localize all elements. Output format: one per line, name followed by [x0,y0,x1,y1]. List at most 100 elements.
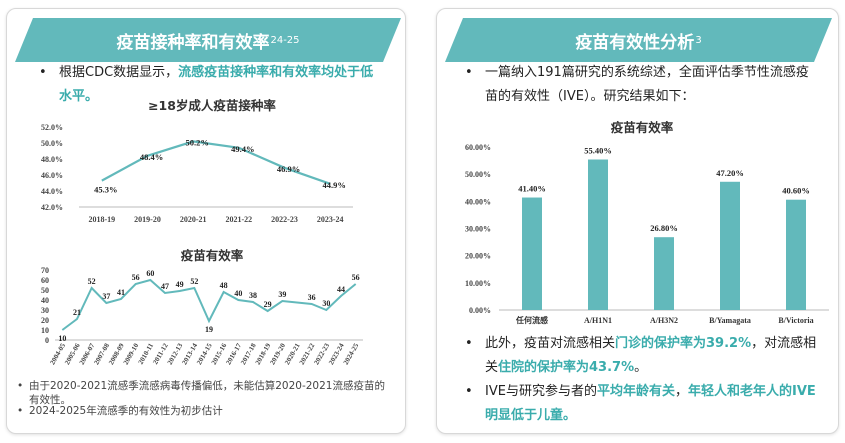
bullet-dot: • [465,384,473,399]
bar-value-label: 40.60% [782,186,810,196]
bar-b-victoria [786,199,806,310]
y-tick-label: 52.0% [41,123,63,132]
x-tick-label: B/Victoria [778,316,813,325]
note-2-text: 2024-2025年流感季的有效性为初步估计 [29,405,223,417]
x-tick-label: 2021-22 [225,215,252,224]
data-label: 52 [88,277,96,286]
age-text-c: ， [674,384,688,399]
bar-value-label: 47.20% [716,168,744,178]
y-tick-label: 70 [41,266,49,275]
data-label: 49.4% [231,144,254,154]
data-label: 48 [220,281,228,290]
effectiveness-line [61,278,357,331]
age-highlight-2: 年轻人和老年人的IVE明显低于儿童。 [485,384,816,423]
data-label: 21 [73,308,81,317]
bar-a-h3n2 [654,237,674,310]
data-label: 56 [352,273,360,282]
vaccination-rate-line [101,140,331,185]
effectiveness-panel-ref: 3 [695,34,702,46]
y-tick-label: 50 [41,286,49,295]
data-label: 50.2% [185,137,208,147]
note-1: • 由于2020-2021流感季流感病毒传播偏低，未能估算2020-2021流感… [17,379,389,407]
data-label: 36 [308,293,316,302]
vaccine-effectiveness-chart: 7060504030201002004-052005-062006-072007… [41,266,363,367]
y-tick-label: 20 [41,316,49,325]
x-tick-label: 2018-19 [88,215,115,224]
strain-effectiveness-chart-title: 疫苗有效率 [610,120,674,135]
y-tick-label: 50.00% [465,170,491,179]
y-tick-label: 46.0% [41,171,63,180]
data-label: 39 [278,290,286,299]
y-tick-label: 0.00% [469,306,491,315]
review-bullet: • 一篇纳入191篇研究的系统综述，全面评估季节性流感疫苗的有效性（IVE）。研… [465,61,815,109]
y-tick-label: 40 [41,296,49,305]
bullet-dot: • [465,65,473,80]
review-bullet-text: 一篇纳入191篇研究的系统综述，全面评估季节性流感疫苗的有效性（IVE）。研究结… [485,65,809,104]
y-tick-label: 40.00% [465,197,491,206]
cdc-bullet-prefix: 根据CDC数据显示， [59,65,179,80]
data-label: 48.4% [140,152,163,162]
age-bullet: • IVE与研究参与者的平均年龄有关，年轻人和老年人的IVE明显低于儿童。 [465,380,823,428]
protection-text-a: 此外，疫苗对流感相关 [485,336,616,351]
hospital-protection-highlight: 住院的保护率为43.7% [498,360,635,375]
adult-vaccination-rate-chart: 52.0% 50.0% 48.0% 46.0% 44.0% 42.0% 2018-19 201… [41,123,353,224]
age-text-a: IVE与研究参与者的 [485,384,597,399]
y-tick-label: 10 [41,326,49,335]
outpatient-protection-highlight: 门诊的保护率为39.2% [615,336,752,351]
adult-vaccination-chart-title: ≥18岁成人疫苗接种率 [148,98,276,113]
strain-effectiveness-bar-chart: 60.00% 50.00% 40.00% 30.00% 20.00% 10.00% 0.00… [465,143,829,325]
vaccination-panel-title: 疫苗接种率和有效率 [116,32,270,53]
x-tick-label: A/H3N2 [650,316,678,325]
vaccination-panel-header: 疫苗接种率和有效率 24-25 [15,18,401,62]
protection-text-c: ，对流感相关 [485,336,817,375]
x-tick-label: 任何流感 [515,315,548,325]
data-label: 60 [146,269,154,278]
y-tick-label: 0 [45,336,49,345]
note-dot: • [17,405,24,417]
x-tick-label: B/Yamagata [709,316,751,325]
y-tick-label: 10.00% [465,279,491,288]
data-label: 41 [117,288,125,297]
bar-value-label: 26.80% [650,223,678,233]
protection-bullet: • 此外，疫苗对流感相关门诊的保护率为39.2%，对流感相关住院的保护率为43.… [465,332,823,380]
data-label: 19 [205,325,213,334]
data-label: 38 [249,291,257,300]
data-label: 45.3% [94,185,117,195]
effectiveness-panel-title: 疫苗有效性分析 [575,32,695,53]
data-label: 52 [190,277,198,286]
bar-a-h1n1 [588,159,608,310]
y-tick-label: 20.00% [465,252,491,261]
x-tick-label: 2020-21 [180,215,207,224]
data-label: 44 [337,285,345,294]
note-dot: • [17,380,24,392]
data-label: 29 [264,300,272,309]
bar-value-label: 41.40% [518,184,546,194]
bar-value-label: 55.40% [584,145,612,155]
bar-b-yamagata [720,181,740,310]
data-label: 44.9% [322,180,345,190]
x-tick-label: 2023-24 [317,215,344,224]
data-label: 47 [161,282,169,291]
protection-text-e: 。 [634,360,648,375]
effectiveness-panel-header: 疫苗有效性分析 3 [445,18,832,62]
cdc-bullet: • 根据CDC数据显示，流感疫苗接种率和有效率均处于低水平。 [39,61,379,109]
data-label: 46.9% [277,164,300,174]
x-tick-label: 2022-23 [271,215,298,224]
bullet-dot: • [465,336,473,351]
note-2: • 2024-2025年流感季的有效性为初步估计 [17,404,389,418]
x-tick-label: 2024-25 [342,342,361,367]
bullet-dot: • [39,65,47,80]
data-label: 10 [58,334,66,343]
y-tick-label: 42.0% [41,203,63,212]
data-label: 30 [322,299,330,308]
x-tick-label: 2019-20 [134,215,161,224]
note-1-text: 由于2020-2021流感季流感病毒传播偏低，未能估算2020-2021流感疫苗… [29,380,385,406]
vaccine-effectiveness-chart-title: 疫苗有效率 [180,248,244,263]
y-tick-label: 30.00% [465,225,491,234]
age-highlight-1: 平均年龄有关 [596,384,675,399]
data-label: 56 [132,273,140,282]
bar-- [522,197,542,310]
y-tick-label: 44.0% [41,187,63,196]
y-tick-label: 50.0% [41,139,63,148]
y-tick-label: 30 [41,306,49,315]
